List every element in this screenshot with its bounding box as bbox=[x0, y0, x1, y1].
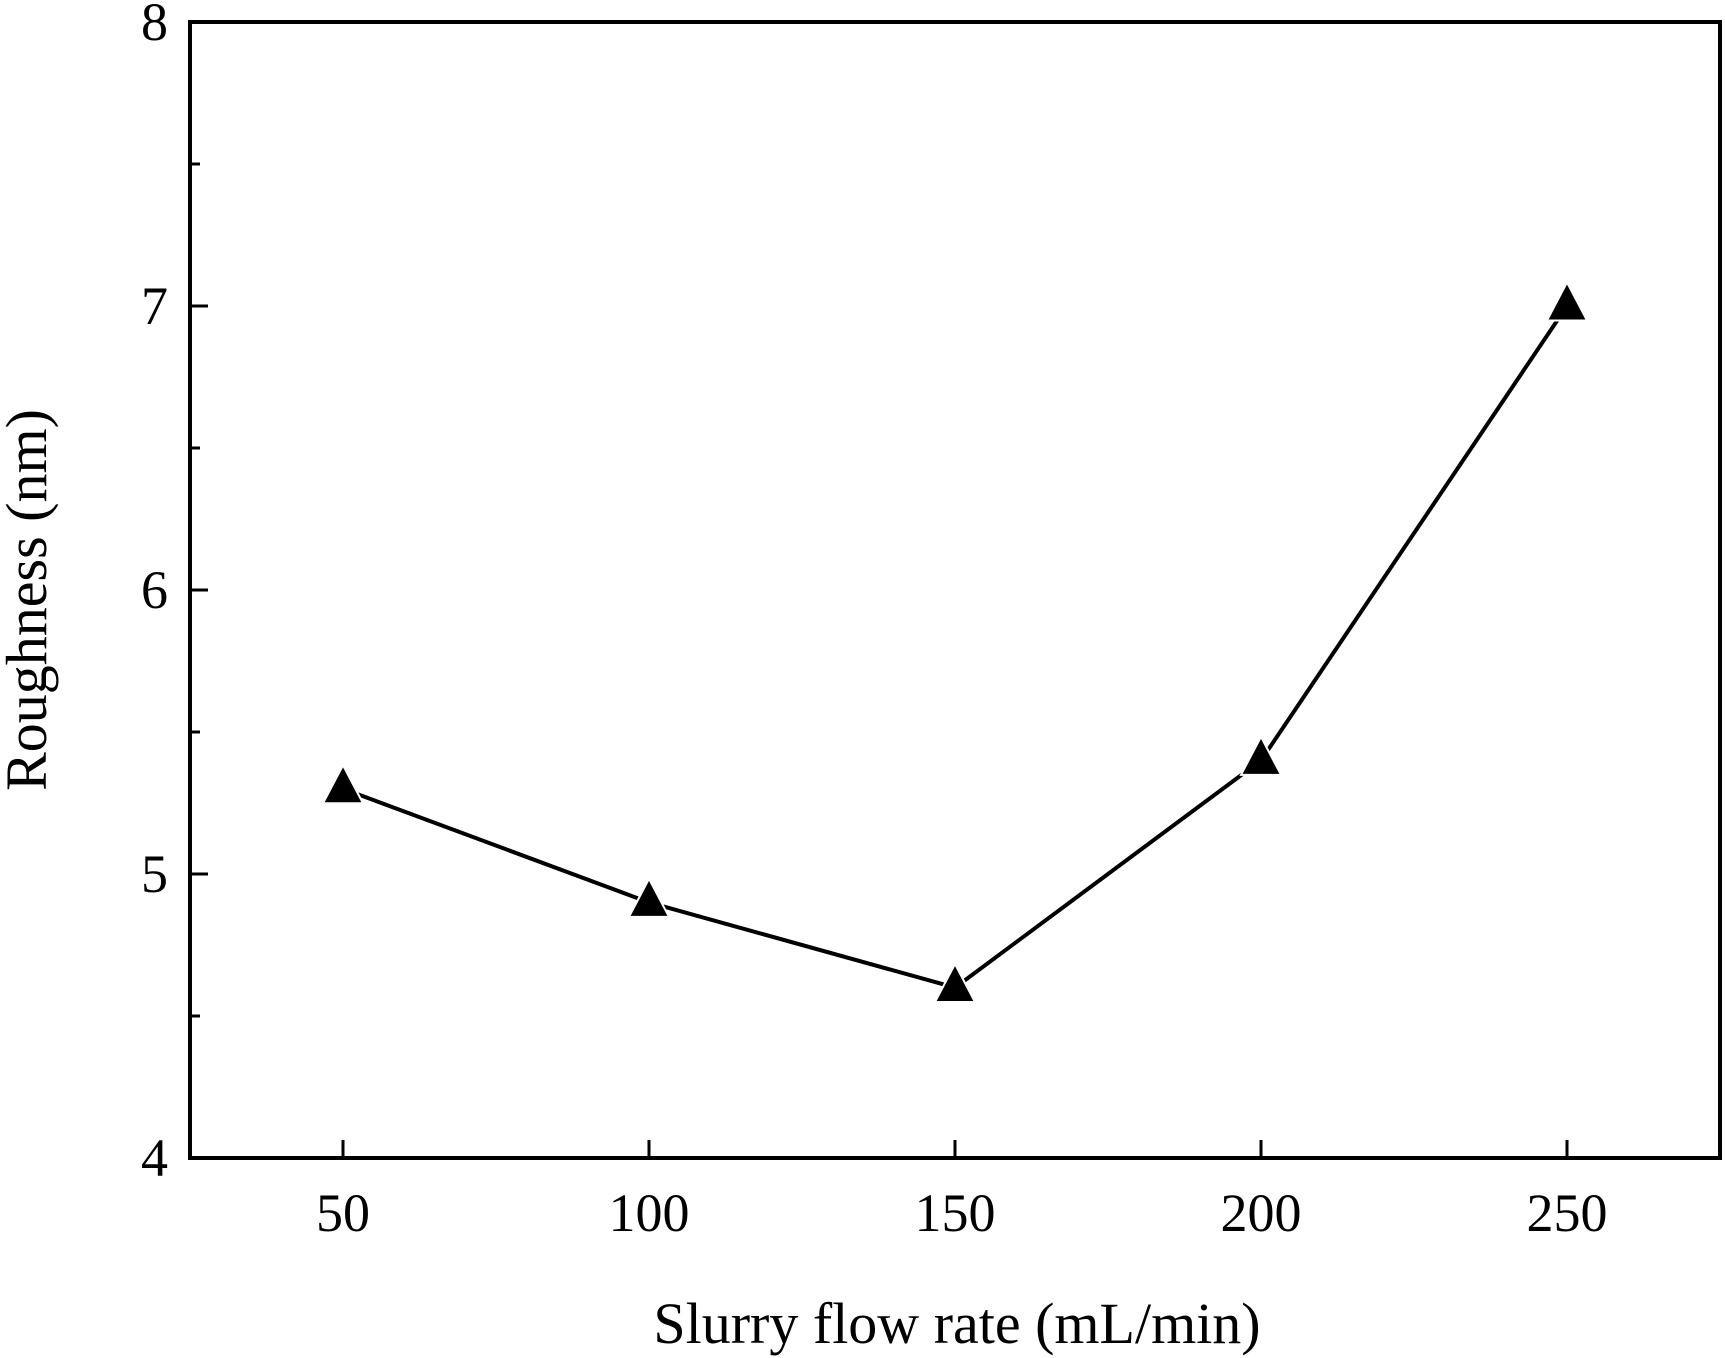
series-line-segment bbox=[648, 900, 956, 990]
y-tick-label: 8 bbox=[141, 0, 168, 52]
x-tick-label: 100 bbox=[609, 1183, 690, 1243]
series-line-segment bbox=[342, 786, 650, 905]
series-lines bbox=[342, 304, 1569, 990]
data-markers bbox=[321, 280, 1589, 1004]
data-point-triangle bbox=[321, 763, 365, 805]
y-axis-label: Roughness (nm) bbox=[0, 409, 59, 791]
x-tick-label: 250 bbox=[1527, 1183, 1608, 1243]
series-line-segment bbox=[1259, 304, 1569, 762]
y-tick-label: 5 bbox=[141, 844, 168, 904]
data-point-triangle bbox=[933, 961, 977, 1004]
x-tick-label: 200 bbox=[1221, 1183, 1302, 1243]
y-tick-label: 7 bbox=[141, 276, 168, 336]
data-point-triangle bbox=[1545, 280, 1589, 322]
x-tick-label: 150 bbox=[915, 1183, 996, 1243]
x-tick-label: 50 bbox=[316, 1183, 370, 1243]
data-point-triangle bbox=[1239, 734, 1283, 776]
y-tick-label: 6 bbox=[141, 560, 168, 620]
x-axis-label: Slurry flow rate (mL/min) bbox=[653, 1291, 1260, 1356]
series-line-segment bbox=[953, 758, 1263, 990]
y-tick-label: 4 bbox=[141, 1128, 168, 1188]
axis-tick-labels: 50 100 150 200 250 4 5 6 7 8 bbox=[141, 0, 1608, 1243]
axis-ticks bbox=[190, 20, 1569, 1160]
data-point-triangle bbox=[627, 876, 671, 918]
